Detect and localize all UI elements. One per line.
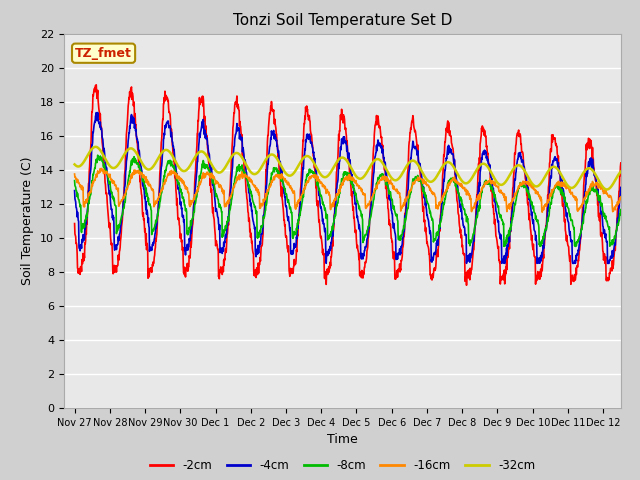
- Title: Tonzi Soil Temperature Set D: Tonzi Soil Temperature Set D: [233, 13, 452, 28]
- X-axis label: Time: Time: [327, 433, 358, 446]
- Y-axis label: Soil Temperature (C): Soil Temperature (C): [22, 156, 35, 285]
- Legend: -2cm, -4cm, -8cm, -16cm, -32cm: -2cm, -4cm, -8cm, -16cm, -32cm: [145, 455, 540, 477]
- Text: TZ_fmet: TZ_fmet: [75, 47, 132, 60]
